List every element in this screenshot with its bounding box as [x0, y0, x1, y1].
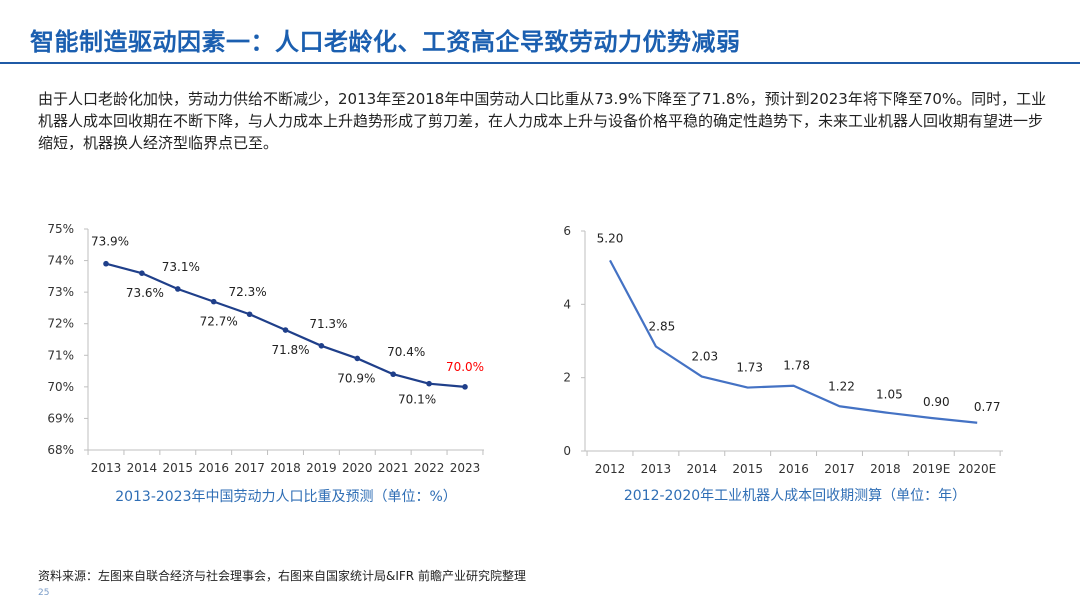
robot-data-label: 0.90 — [923, 395, 950, 409]
robot-data-label: 1.22 — [828, 379, 855, 393]
robot-data-label: 1.73 — [736, 361, 763, 375]
page-number: 25 — [38, 588, 50, 598]
robot-x-tick-label: 2015 — [732, 462, 763, 476]
labor-x-tick-label: 2023 — [450, 461, 481, 475]
robot-data-label: 0.77 — [974, 400, 1001, 414]
labor-data-point — [282, 327, 289, 333]
labor-data-label: 70.1% — [398, 393, 436, 407]
robot-data-label: 2.03 — [691, 350, 718, 364]
labor-y-tick-label: 75% — [47, 222, 74, 236]
robot-x-tick-label: 2012 — [595, 462, 626, 476]
labor-y-tick-label: 70% — [47, 380, 74, 394]
intro-paragraph: 由于人口老龄化加快，劳动力供给不断减少，2013年至2018年中国劳动人口比重从… — [38, 90, 1047, 152]
labor-y-tick-label: 72% — [47, 317, 74, 331]
robot-x-tick-label: 2019E — [912, 462, 950, 476]
labor-data-label: 73.1% — [162, 260, 200, 274]
labor-y-tick-label: 73% — [47, 285, 74, 299]
labor-data-label: 72.3% — [229, 285, 267, 299]
robot-y-tick-label: 4 — [563, 297, 571, 311]
labor-data-point — [354, 355, 361, 362]
labor-x-tick-label: 2015 — [163, 461, 194, 475]
labor-x-tick-label: 2020 — [342, 461, 373, 475]
labor-data-point — [103, 260, 109, 267]
robot-x-tick-label: 2014 — [687, 462, 718, 476]
labor-data-point — [390, 371, 397, 378]
labor-data-point — [426, 380, 432, 387]
labor-data-point — [139, 270, 145, 277]
robot-y-tick-label: 6 — [563, 224, 571, 238]
robot-y-tick-label: 2 — [563, 371, 571, 385]
labor-x-tick-label: 2022 — [414, 461, 445, 475]
labor-x-tick-label: 2018 — [270, 461, 301, 475]
labor-x-tick-label: 2021 — [378, 461, 409, 475]
labor-x-tick-label: 2017 — [234, 461, 265, 475]
labor-x-tick-label: 2016 — [198, 461, 229, 475]
labor-data-label: 70.0% — [446, 360, 484, 374]
page-title: 智能制造驱动因素一：人口老龄化、工资高企导致劳动力优势减弱 — [30, 28, 741, 56]
labor-x-tick-label: 2014 — [127, 461, 158, 475]
robot-x-tick-label: 2018 — [870, 462, 901, 476]
source-note: 资料来源：左图来自联合经济与社会理事会，右图来自国家统计局&IFR 前瞻产业研究… — [38, 569, 526, 583]
robot-chart-title: 2012-2020年工业机器人成本回收期测算（单位：年） — [624, 488, 966, 504]
labor-data-point — [210, 298, 217, 305]
labor-data-point — [246, 311, 253, 318]
labor-data-point — [462, 384, 468, 390]
labor-chart-title: 2013-2023年中国劳动力人口比重及预测（单位：%） — [115, 489, 457, 505]
labor-data-label: 72.7% — [200, 315, 238, 329]
robot-series-line — [609, 259, 978, 424]
labor-data-point — [318, 343, 325, 349]
labor-data-label: 70.9% — [337, 371, 375, 385]
labor-x-tick-label: 2013 — [91, 461, 122, 475]
robot-x-tick-label: 2013 — [641, 462, 672, 476]
robot-x-tick-label: 2020E — [958, 462, 996, 476]
labor-y-tick-label: 71% — [47, 348, 74, 362]
labor-data-label: 73.9% — [91, 235, 129, 249]
labor-series-line — [105, 262, 466, 388]
robot-data-label: 1.05 — [876, 388, 903, 402]
labor-data-label: 71.3% — [309, 317, 347, 331]
robot-y-tick-label: 0 — [563, 444, 571, 458]
robot-data-label: 2.85 — [649, 320, 676, 334]
labor-y-tick-label: 68% — [47, 443, 74, 457]
labor-y-tick-label: 69% — [47, 411, 74, 425]
labor-x-tick-label: 2019 — [306, 461, 337, 475]
robot-data-label: 5.20 — [597, 231, 624, 245]
robot-x-tick-label: 2017 — [824, 462, 855, 476]
title-divider — [0, 62, 1080, 64]
robot-data-label: 1.78 — [783, 359, 810, 373]
labor-data-point — [175, 286, 181, 292]
labor-y-tick-label: 74% — [47, 254, 74, 268]
labor-data-label: 71.8% — [271, 343, 309, 357]
labor-data-label: 73.6% — [126, 286, 164, 300]
labor-data-label: 70.4% — [387, 345, 425, 359]
robot-x-tick-label: 2016 — [778, 462, 809, 476]
